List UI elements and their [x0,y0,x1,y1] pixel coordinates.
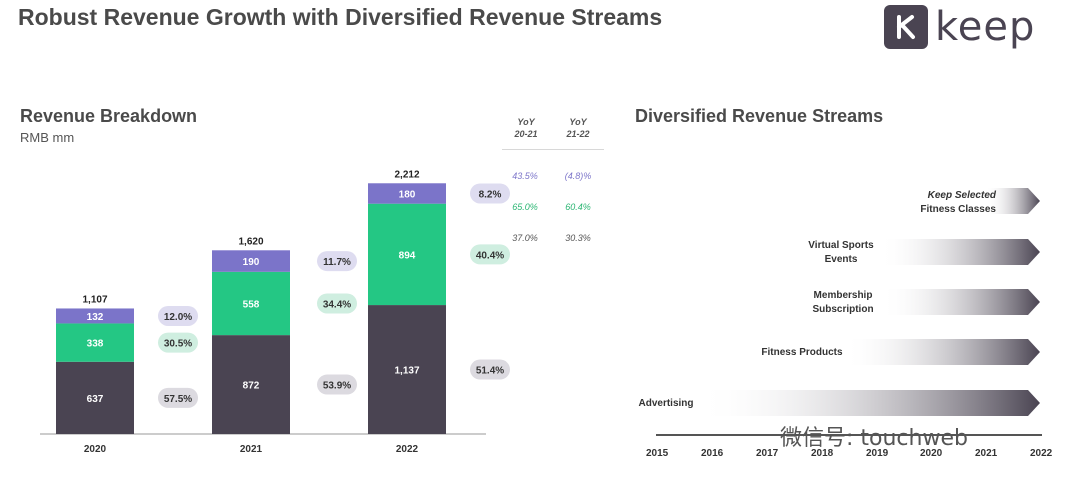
page-title: Robust Revenue Growth with Diversified R… [18,4,663,30]
pct-label: 11.7% [323,257,351,268]
yoy-bottom-20-21: 37.0% [512,233,538,243]
pct-label: 53.9% [323,381,351,392]
timeline-year: 2017 [756,448,779,459]
bar-total-label: 1,620 [238,236,263,247]
x-tick-label: 2021 [240,444,263,455]
pct-label: 57.5% [164,394,192,405]
pct-pill [470,183,510,204]
stream-virtual-sports: Virtual Sports Events [808,240,874,265]
pct-label: 30.5% [164,339,192,350]
bar-segment-label: 1,137 [394,366,419,377]
stream-arrow-membership [882,289,1040,315]
stream-arrow-virtual-sports [880,239,1040,265]
keep-logo: keep [884,4,1035,50]
revenue-breakdown-title: Revenue Breakdown [20,106,198,126]
pct-pill [317,293,357,314]
pct-pill [470,244,510,265]
pct-label: 40.4% [476,250,504,261]
timeline-year: 2021 [975,448,998,459]
timeline-year: 2019 [866,448,889,459]
bar-segment [368,203,446,306]
timeline-year: 2018 [811,448,834,459]
bar-segment [368,305,446,434]
bar-segment-label: 872 [243,381,260,392]
yoy-top-20-21: 43.5% [512,171,538,181]
yoy-top-21-22: (4.8)% [564,171,592,181]
stream-membership: Membership Subscription [812,290,874,315]
bar-total-label: 2,212 [394,169,419,180]
bar-segment-label: 338 [87,339,104,350]
keep-k-icon [884,5,928,49]
pct-label: 8.2% [479,189,502,200]
timeline-year: 2022 [1030,448,1053,459]
bar-segment-label: 637 [87,394,104,405]
bar-segment [56,323,134,362]
yoy-middle-20-21: 65.0% [512,202,538,212]
stream-fitness-products: Fitness Products [761,347,843,358]
bar-segment-label: 190 [243,257,260,268]
bar-segment-label: 894 [399,250,416,261]
bar-segment-label: 558 [243,299,260,310]
timeline-year: 2015 [646,448,669,459]
stream-arrow-advertising [698,390,1040,416]
timeline-axis [656,434,1042,436]
logo-text: keep [935,4,1036,50]
pct-pill [158,387,198,408]
bar-segment [56,361,134,434]
bar-segment [368,183,446,204]
stream-arrow-keep-selected [986,188,1040,214]
bar-segment [212,250,290,272]
pct-label: 12.0% [164,312,192,323]
yoy-divider [502,149,604,150]
bar-total-label: 1,107 [82,294,107,305]
bar-segment [212,335,290,434]
pct-pill [158,305,198,326]
bar-segment [212,271,290,336]
pct-pill [470,359,510,380]
x-tick-label: 2022 [396,444,419,455]
yoy-header-20-21: YoY 20-21 [514,117,538,139]
pct-pill [158,332,198,353]
bar-segment [56,308,134,324]
pct-pill [317,251,357,272]
timeline-year: 2020 [920,448,943,459]
yoy-bottom-21-22: 30.3% [565,233,591,243]
revenue-stacked-bar-chart: 637 57.5% 338 30.5% 132 12.0% 1,107 2020 872 53.9… [40,169,510,455]
stream-arrow-fitness-products [844,339,1040,365]
timeline-year: 2016 [701,448,724,459]
pct-label: 34.4% [323,299,351,310]
revenue-unit: RMB mm [20,130,75,145]
wechat-watermark: 微信号: touchweb [780,426,968,451]
bar-segment-label: 132 [87,312,104,323]
pct-label: 51.4% [476,366,504,377]
bar-segment-label: 180 [399,189,416,200]
stream-advertising: Advertising [638,398,694,409]
stream-keep-selected: Keep Selected Fitness Classes [920,190,996,215]
x-tick-label: 2020 [84,444,107,455]
yoy-middle-21-22: 60.4% [565,202,591,212]
streams-title: Diversified Revenue Streams [635,106,884,126]
yoy-header-21-22: YoY 21-22 [566,117,590,139]
pct-pill [317,374,357,395]
